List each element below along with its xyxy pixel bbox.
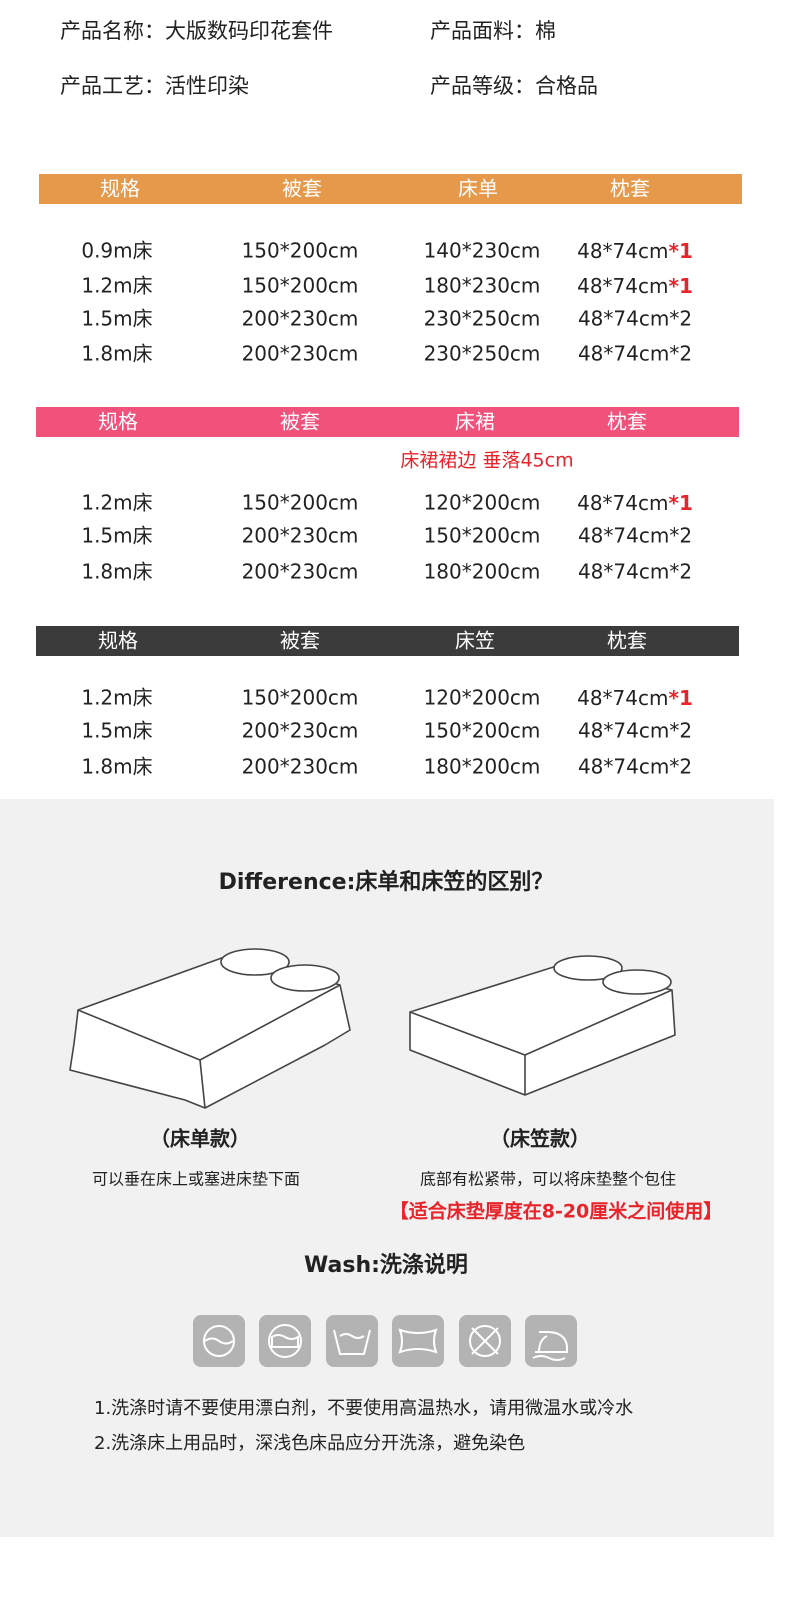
table-header-cell: 床裙 [455, 410, 495, 434]
item-note: 【适合床垫厚度在8-20厘米之间使用】 [390, 1200, 723, 1223]
flat-sheet-illustration [69, 948, 351, 1109]
table-header-cell: 枕套 [607, 629, 647, 653]
table-header-cell: 被套 [280, 629, 320, 653]
table-cell: 150*200cm [242, 491, 359, 515]
table-cell: 48*74cm*2 [578, 560, 692, 584]
table-cell: 180*200cm [424, 755, 541, 779]
table-cell: 200*230cm [242, 307, 359, 331]
table-cell: 48*74cm*1 [577, 274, 693, 298]
cell-text: 48*74cm [577, 239, 668, 263]
table-cell: 1.2m床 [81, 274, 152, 298]
cell-text: 48*74cm [577, 274, 668, 298]
wash-icons [193, 1315, 577, 1367]
table-cell: 200*230cm [242, 755, 359, 779]
table-cell: 48*74cm*2 [578, 755, 692, 779]
table-header-cell: 床笠 [455, 629, 495, 653]
cell-text: 48*74cm [577, 491, 668, 515]
item-desc: 可以垂在床上或塞进床垫下面 [92, 1170, 300, 1189]
table-header-cell: 床单 [458, 177, 498, 201]
table-cell: 140*230cm [424, 239, 541, 263]
table-cell: 48*74cm*2 [578, 342, 692, 366]
section-title: Wash:洗涤说明 [304, 1252, 468, 1278]
table-cell: 48*74cm*1 [577, 491, 693, 515]
table-header-bar [39, 174, 742, 204]
table-cell: 1.8m床 [81, 342, 152, 366]
table-header-cell: 枕套 [607, 410, 647, 434]
table-header-cell: 被套 [280, 410, 320, 434]
table-cell: 48*74cm*1 [577, 239, 693, 263]
cell-emphasis: *1 [669, 239, 693, 263]
item-name: （床单款） [150, 1127, 250, 1151]
table-cell: 200*230cm [242, 719, 359, 743]
table-cell: 200*230cm [242, 342, 359, 366]
section-title: Difference:床单和床笠的区别？ [219, 869, 554, 895]
table-cell: 0.9m床 [81, 239, 152, 263]
table-cell: 200*230cm [242, 524, 359, 548]
table-cell: 200*230cm [242, 560, 359, 584]
table-header-cell: 被套 [282, 177, 322, 201]
info-line: 产品名称：大版数码印花套件 [60, 19, 333, 43]
cell-emphasis: *1 [669, 491, 693, 515]
table-cell: 230*250cm [424, 342, 541, 366]
table-header-cell: 规格 [98, 629, 138, 653]
fitted-sheet-illustration [409, 955, 676, 1096]
table-cell: 150*200cm [242, 239, 359, 263]
wash-note: 2.洗涤床上用品时，深浅色床品应分开洗涤，避免染色 [94, 1433, 525, 1454]
table-cell: 1.2m床 [81, 491, 152, 515]
table-cell: 180*230cm [424, 274, 541, 298]
info-line: 产品等级：合格品 [430, 74, 598, 98]
table-cell: 150*200cm [242, 274, 359, 298]
table-cell: 1.8m床 [81, 560, 152, 584]
table-cell: 1.5m床 [81, 719, 152, 743]
table-cell: 1.5m床 [81, 524, 152, 548]
table-cell: 1.8m床 [81, 755, 152, 779]
table-cell: 180*200cm [424, 560, 541, 584]
table-cell: 230*250cm [424, 307, 541, 331]
table-cell: 150*200cm [424, 719, 541, 743]
table-cell: 48*74cm*2 [578, 524, 692, 548]
table-cell: 120*200cm [424, 686, 541, 710]
table-header-bar [36, 407, 739, 437]
wash-note: 1.洗涤时请不要使用漂白剂，不要使用高温热水，请用微温水或冷水 [94, 1398, 633, 1419]
table-header-cell: 规格 [100, 177, 140, 201]
table-cell: 48*74cm*2 [578, 307, 692, 331]
table-cell: 48*74cm*1 [577, 686, 693, 710]
table-note: 床裙裙边 垂落45cm [400, 450, 573, 472]
cell-emphasis: *1 [669, 274, 693, 298]
cell-text: 48*74cm [577, 686, 668, 710]
table-header-cell: 枕套 [610, 177, 650, 201]
table-header-cell: 规格 [98, 410, 138, 434]
table-cell: 48*74cm*2 [578, 719, 692, 743]
table-cell: 1.2m床 [81, 686, 152, 710]
cell-emphasis: *1 [669, 686, 693, 710]
item-name: （床笠款） [490, 1127, 590, 1151]
gray-section [0, 799, 774, 1537]
info-line: 产品面料：棉 [430, 19, 556, 43]
table-cell: 120*200cm [424, 491, 541, 515]
item-desc: 底部有松紧带，可以将床垫整个包住 [420, 1170, 676, 1189]
table-cell: 150*200cm [424, 524, 541, 548]
table-header-bar [36, 626, 739, 656]
table-cell: 1.5m床 [81, 307, 152, 331]
info-line: 产品工艺：活性印染 [60, 74, 249, 98]
table-cell: 150*200cm [242, 686, 359, 710]
